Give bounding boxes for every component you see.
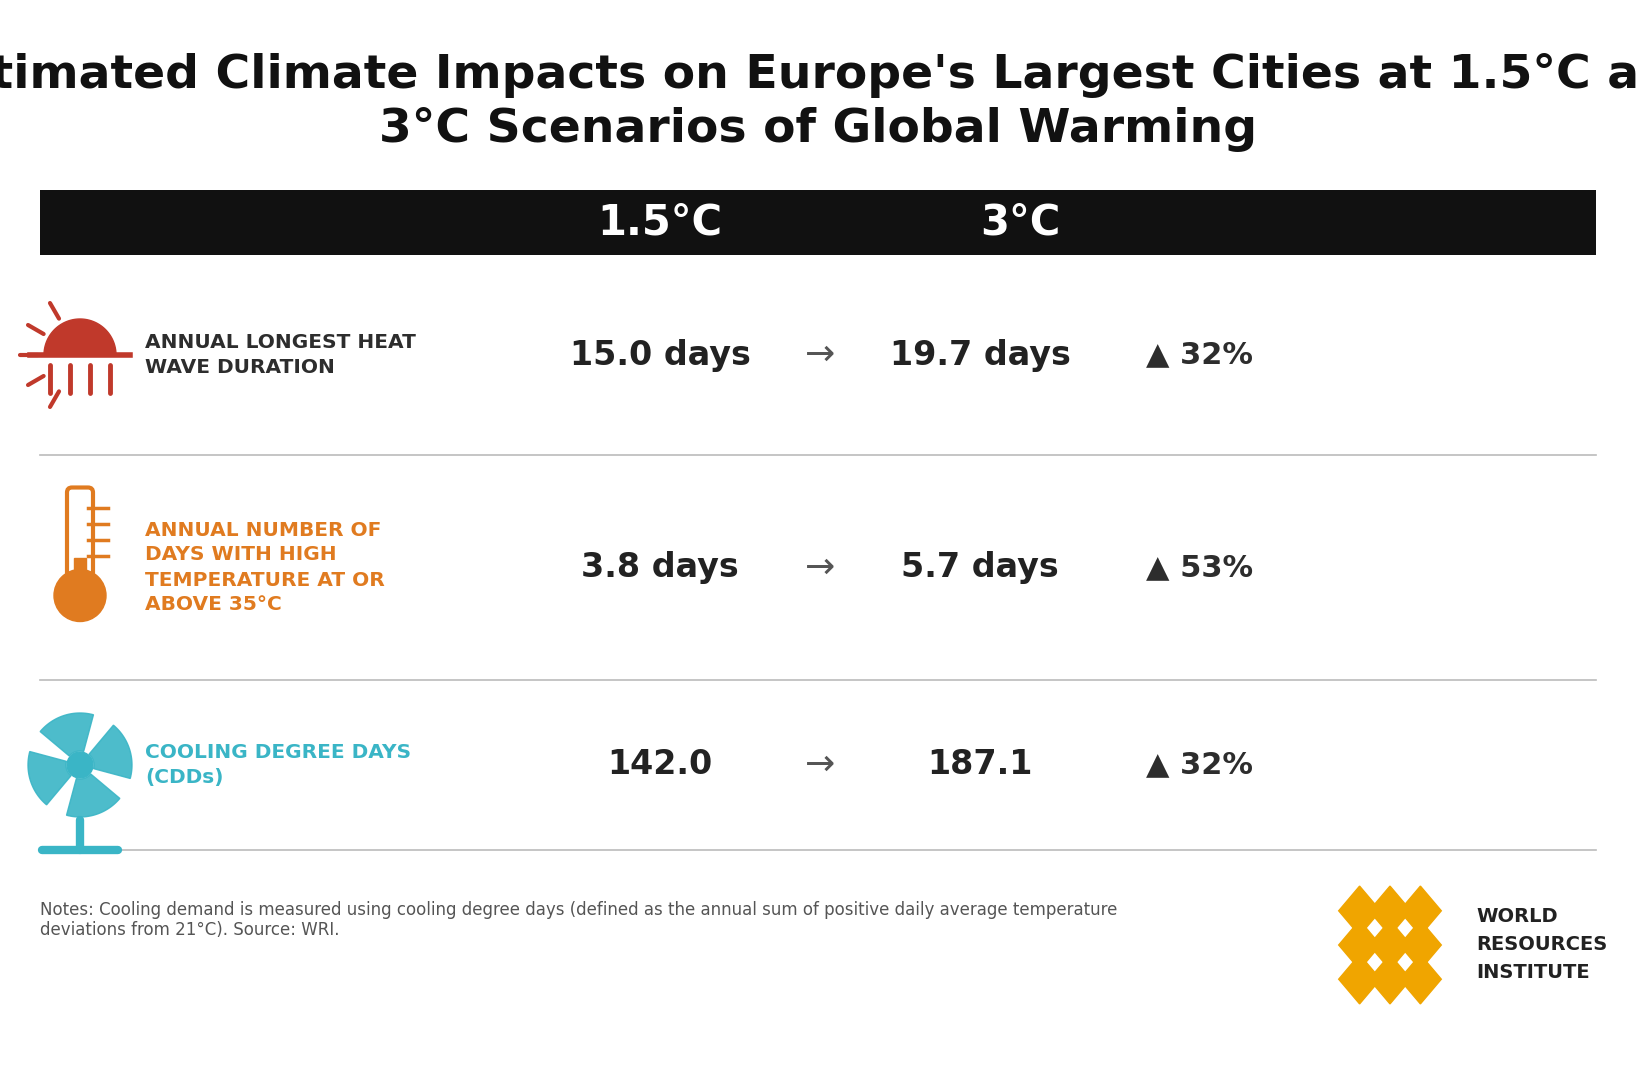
- Polygon shape: [1399, 886, 1441, 935]
- Text: ▲ 32%: ▲ 32%: [1147, 340, 1253, 369]
- Polygon shape: [1338, 920, 1381, 970]
- Bar: [39, 190, 1597, 255]
- Polygon shape: [1399, 955, 1441, 1004]
- Text: 1.5°C: 1.5°C: [597, 202, 723, 243]
- Text: 19.7 days: 19.7 days: [890, 338, 1070, 372]
- Text: 15.0 days: 15.0 days: [569, 338, 751, 372]
- Text: 3°C Scenarios of Global Warming: 3°C Scenarios of Global Warming: [380, 108, 1256, 152]
- Text: COOLING DEGREE DAYS
(CDDs): COOLING DEGREE DAYS (CDDs): [146, 743, 411, 787]
- Text: ▲ 32%: ▲ 32%: [1147, 751, 1253, 780]
- Text: 3.8 days: 3.8 days: [581, 551, 739, 584]
- Text: ANNUAL LONGEST HEAT
WAVE DURATION: ANNUAL LONGEST HEAT WAVE DURATION: [146, 333, 416, 377]
- Text: 3°C: 3°C: [980, 202, 1060, 243]
- Polygon shape: [1369, 920, 1410, 970]
- Text: Estimated Climate Impacts on Europe's Largest Cities at 1.5°C and: Estimated Climate Impacts on Europe's La…: [0, 53, 1636, 97]
- Text: 5.7 days: 5.7 days: [901, 551, 1058, 584]
- Circle shape: [54, 569, 106, 621]
- Polygon shape: [67, 774, 119, 816]
- Circle shape: [67, 752, 93, 778]
- Polygon shape: [74, 557, 87, 582]
- Text: →: →: [805, 748, 834, 782]
- Text: Notes: Cooling demand is measured using cooling degree days (defined as the annu: Notes: Cooling demand is measured using …: [39, 901, 1117, 940]
- Polygon shape: [1369, 886, 1410, 935]
- Text: 187.1: 187.1: [928, 748, 1032, 782]
- Polygon shape: [1369, 955, 1410, 1004]
- Polygon shape: [88, 725, 133, 779]
- Polygon shape: [1338, 886, 1381, 935]
- Polygon shape: [41, 713, 93, 756]
- Polygon shape: [44, 319, 116, 355]
- Text: →: →: [805, 338, 834, 372]
- Text: →: →: [805, 551, 834, 584]
- Text: WORLD
RESOURCES
INSTITUTE: WORLD RESOURCES INSTITUTE: [1476, 907, 1607, 983]
- Polygon shape: [1338, 955, 1381, 1004]
- Text: ANNUAL NUMBER OF
DAYS WITH HIGH
TEMPERATURE AT OR
ABOVE 35°C: ANNUAL NUMBER OF DAYS WITH HIGH TEMPERAT…: [146, 521, 384, 615]
- Polygon shape: [1399, 920, 1441, 970]
- Polygon shape: [72, 492, 88, 582]
- Text: ▲ 53%: ▲ 53%: [1147, 553, 1253, 582]
- Polygon shape: [28, 752, 70, 805]
- Text: 142.0: 142.0: [607, 748, 713, 782]
